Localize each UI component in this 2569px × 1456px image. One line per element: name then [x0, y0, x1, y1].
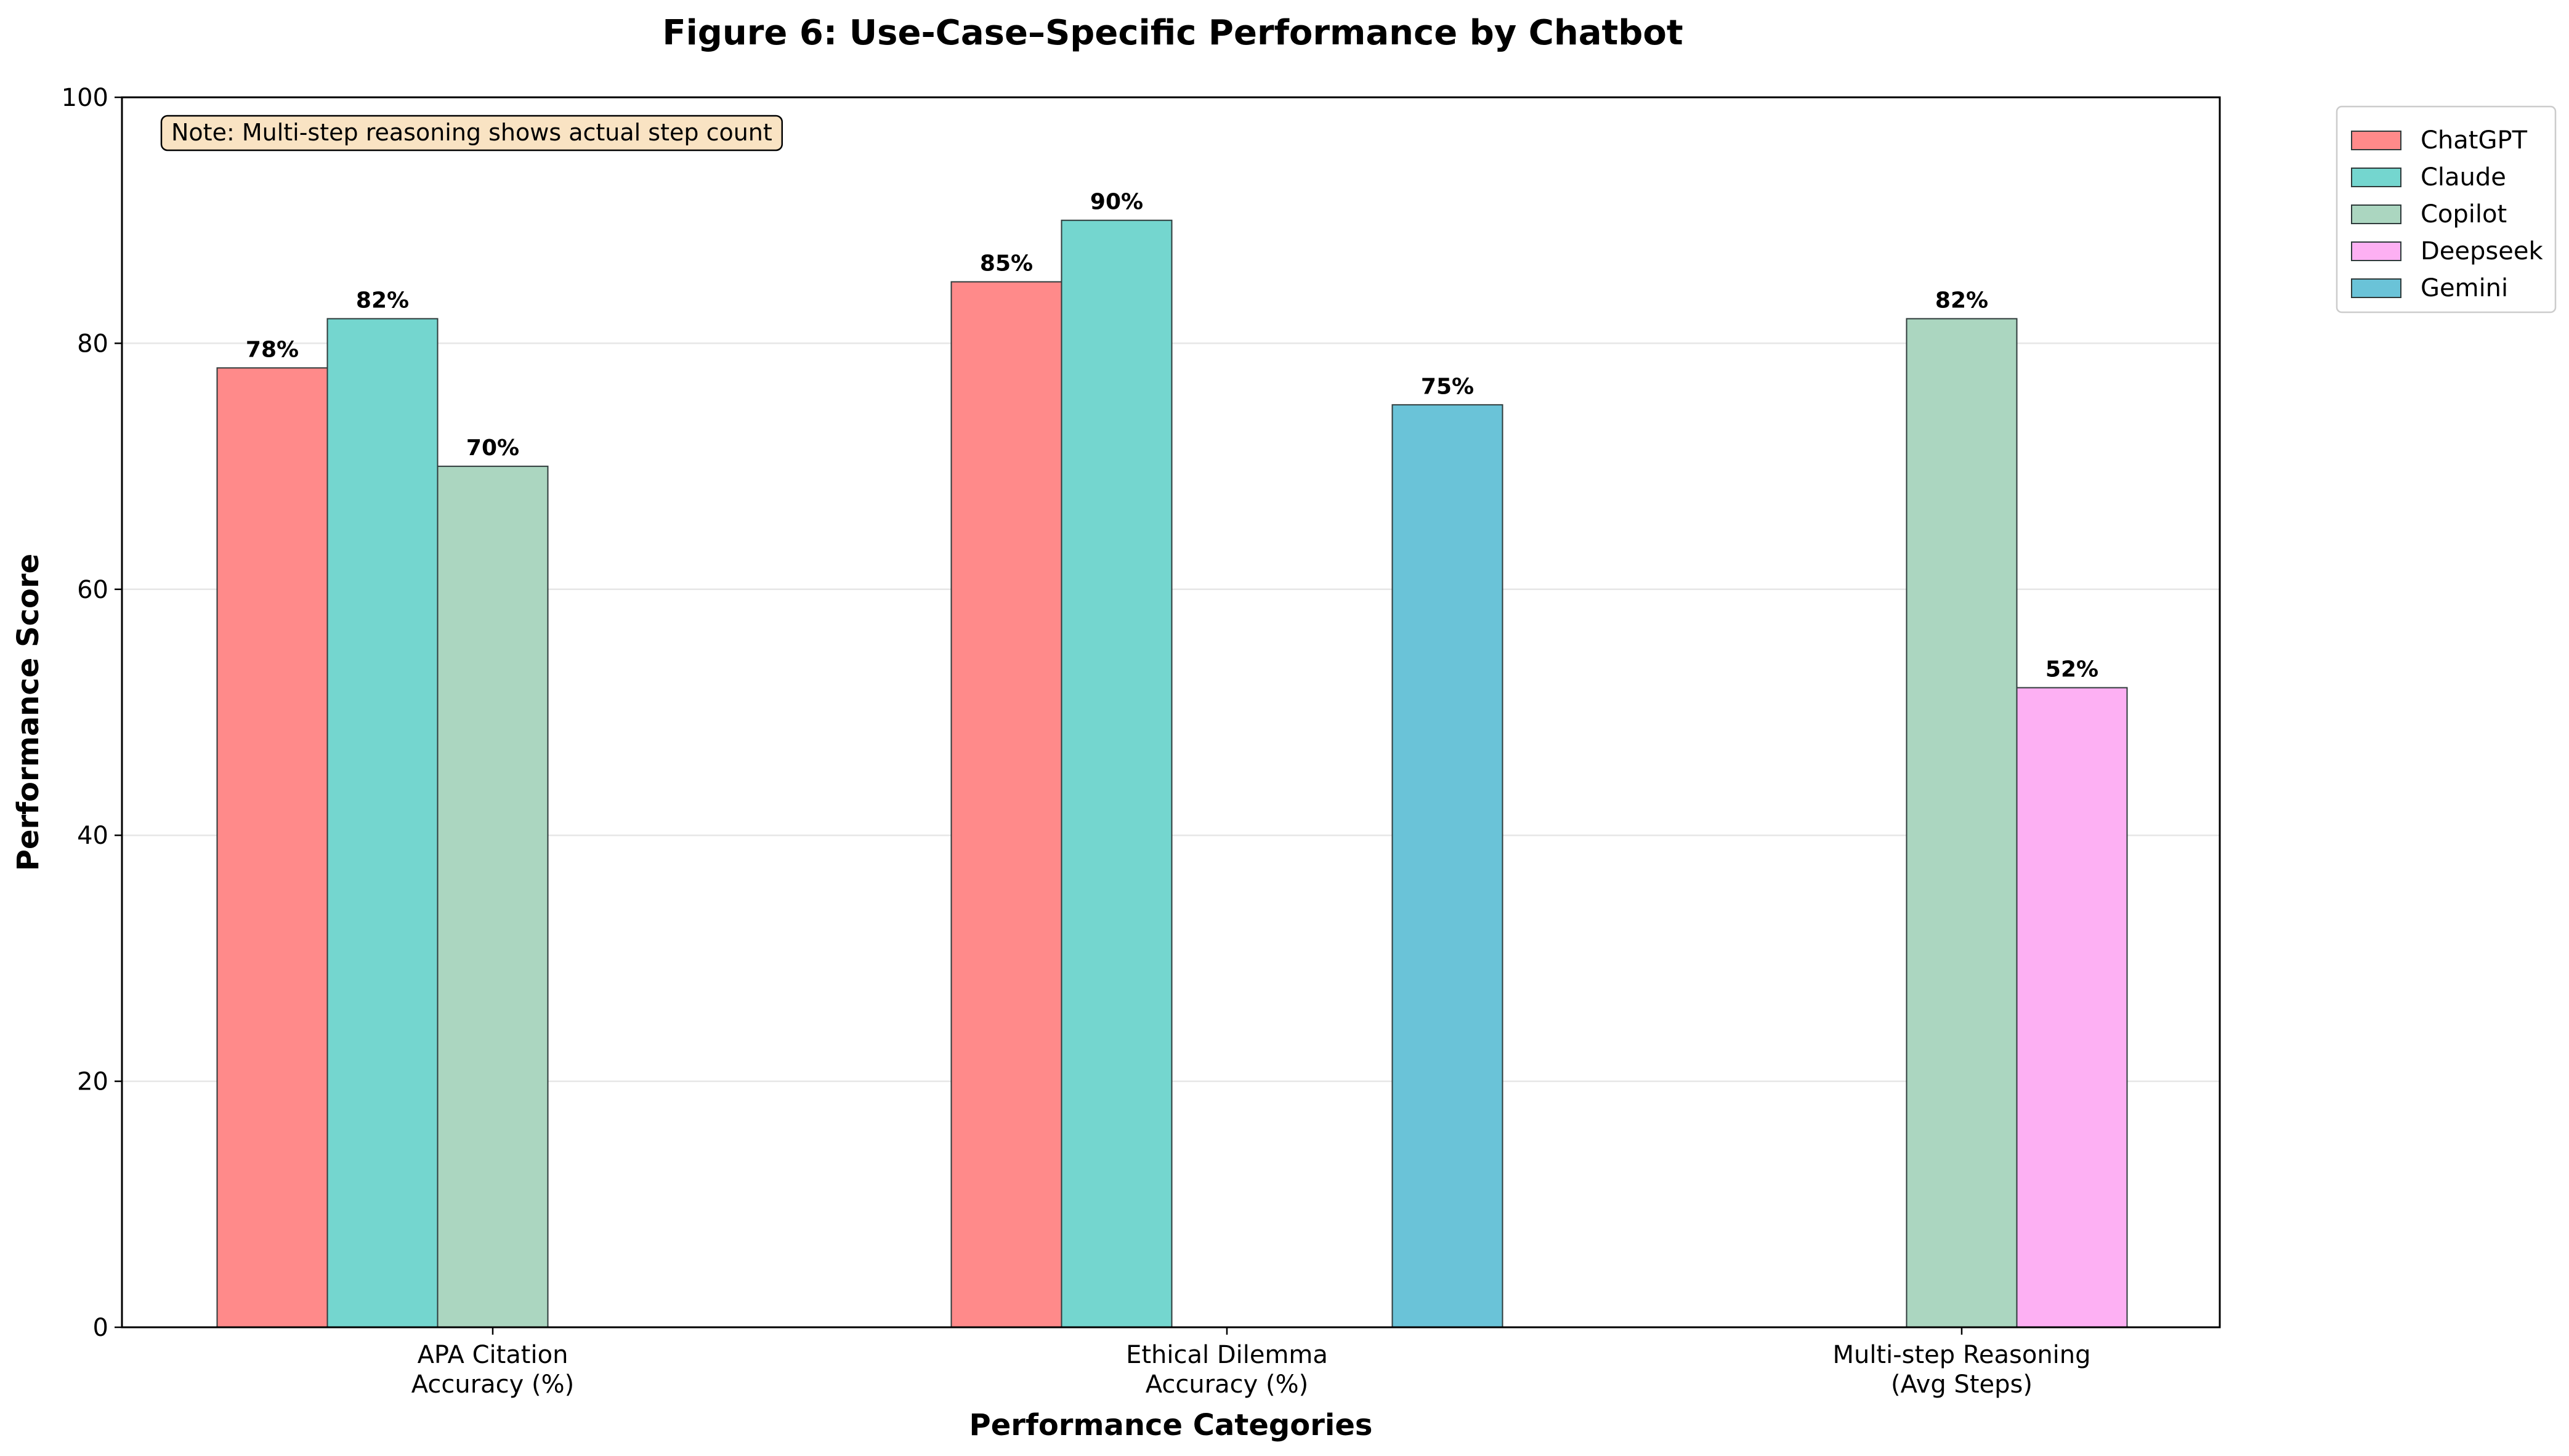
x-tick-label: APA Citation Accuracy (%) — [411, 1341, 575, 1399]
y-tick-label: 60 — [77, 576, 108, 604]
legend-swatch-claude — [2351, 168, 2401, 187]
bar-deepseek-2 — [2016, 687, 2128, 1328]
data-label: 82% — [1935, 288, 1988, 313]
note-text: Note: Multi-step reasoning shows actual … — [171, 119, 772, 146]
bar-claude-1 — [1061, 219, 1173, 1329]
y-axis-label: Performance Score — [11, 554, 46, 871]
y-tick-label: 80 — [77, 330, 108, 358]
data-label: 90% — [1090, 190, 1143, 215]
legend-swatch-copilot — [2351, 204, 2401, 224]
legend-label-deepseek: Deepseek — [2421, 237, 2543, 265]
legend-swatch-chatgpt — [2351, 131, 2401, 150]
x-axis-label: Performance Categories — [969, 1408, 1373, 1442]
bar-gemini-1 — [1391, 404, 1503, 1328]
legend-swatch-gemini — [2351, 278, 2401, 298]
bar-chatgpt-1 — [950, 281, 1062, 1328]
bar-copilot-2 — [1906, 318, 2018, 1329]
bar-copilot-0 — [437, 466, 549, 1328]
y-tick-label: 0 — [93, 1314, 108, 1342]
bars — [216, 219, 2128, 1329]
y-axis-ticks: 0 20 40 60 80 100 — [62, 84, 122, 1342]
data-label: 70% — [466, 435, 519, 461]
bar-chatgpt-0 — [216, 367, 328, 1329]
note-background — [160, 115, 783, 152]
note-box: Note: Multi-step reasoning shows actual … — [160, 115, 783, 152]
data-label: 85% — [980, 251, 1033, 277]
data-label: 78% — [246, 337, 299, 362]
legend: ChatGPT Claude Copilot Deepseek Gemini — [2336, 105, 2557, 313]
data-label: 75% — [1421, 374, 1474, 399]
x-tick-label: Ethical Dilemma Accuracy (%) — [1126, 1341, 1328, 1399]
legend-label-chatgpt: ChatGPT — [2421, 126, 2528, 155]
plot-frame — [121, 96, 2221, 1329]
chart-title: Figure 6: Use-Case–Specific Performance … — [662, 13, 1683, 53]
legend-label-gemini: Gemini — [2421, 274, 2508, 302]
x-tick-label: Multi-step Reasoning (Avg Steps) — [1832, 1341, 2090, 1399]
legend-swatch-deepseek — [2351, 241, 2401, 261]
data-labels: 78% 85% 82% 90% 70% 82% 52% 75% — [246, 190, 2098, 682]
legend-label-claude: Claude — [2421, 163, 2506, 192]
legend-label-copilot: Copilot — [2421, 200, 2507, 229]
data-label: 52% — [2045, 657, 2098, 682]
y-tick-label: 100 — [62, 84, 108, 112]
bar-claude-0 — [326, 318, 439, 1329]
y-tick-label: 40 — [77, 822, 108, 850]
y-tick-label: 20 — [77, 1068, 108, 1096]
x-axis-ticks: APA Citation Accuracy (%) Ethical Dilemma A… — [411, 1327, 2091, 1399]
data-label: 82% — [356, 288, 409, 313]
